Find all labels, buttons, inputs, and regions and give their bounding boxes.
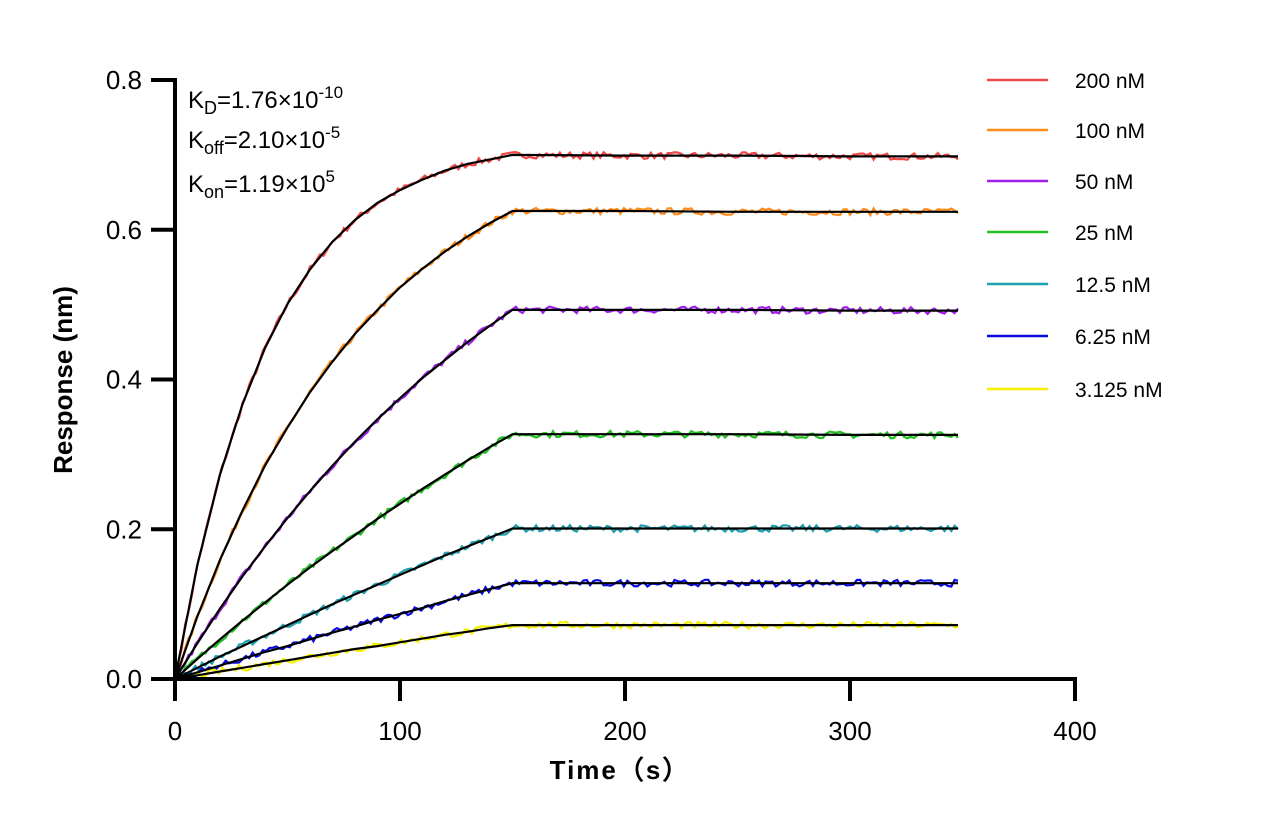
measured-curve-100nM: [173, 206, 959, 680]
legend-label: 100 nM: [1075, 120, 1145, 143]
legend-item: 25 nM: [987, 222, 1133, 245]
y-tick-label: 0.4: [106, 365, 142, 395]
legend-item: 12.5 nM: [987, 274, 1151, 297]
x-tick-label: 0: [168, 716, 182, 746]
fit-curve-12.5nM: [174, 527, 958, 680]
annotation-kD: KD=1.76×10-10: [188, 83, 343, 118]
annotation-koff: Koff=2.10×10-5: [188, 123, 340, 158]
fit-curve-100nM: [173, 209, 958, 680]
y-tick-label: 0.2: [106, 514, 142, 544]
y-tick-label: 0.0: [106, 664, 142, 694]
x-tick-label: 300: [828, 716, 871, 746]
measured-curve-12.5nM: [174, 523, 959, 680]
legend: 200 nM 100 nM 50 nM 25 nM 12.5 nM 6.25 nM 3.12…: [987, 70, 1163, 402]
fit-curve-3.125nM: [174, 623, 958, 681]
fit-curve-25nM: [174, 433, 958, 680]
legend-item: 6.25 nM: [987, 326, 1151, 349]
legend-label: 50 nM: [1075, 171, 1133, 194]
legend-item: 50 nM: [987, 171, 1133, 194]
legend-label: 6.25 nM: [1075, 326, 1151, 349]
measured-curve-25nM: [174, 428, 959, 680]
legend-label: 3.125 nM: [1075, 379, 1163, 402]
fit-curve-6.25nM: [174, 582, 958, 681]
x-tick-label: 100: [378, 716, 421, 746]
ticks: 0 100 200 300 400 0.0 0.2 0.4 0.6 0.8: [106, 65, 1097, 746]
fit-curve-200nM: [173, 153, 958, 680]
x-axis-title: Time（s）: [550, 755, 691, 785]
annotation-kon: Kon=1.19×105: [188, 167, 335, 202]
measured-curve-6.25nM: [174, 578, 959, 681]
legend-item: 200 nM: [987, 70, 1145, 93]
kinetic-constants: KD=1.76×10-10 Koff=2.10×10-5 Kon=1.19×105: [188, 83, 343, 202]
y-tick-label: 0.8: [106, 65, 142, 95]
x-tick-label: 400: [1053, 716, 1096, 746]
legend-item: 3.125 nM: [987, 379, 1163, 402]
legend-label: 200 nM: [1075, 70, 1145, 93]
y-tick-label: 0.6: [106, 215, 142, 245]
fit-curve-50nM: [174, 308, 958, 680]
legend-item: 100 nM: [987, 120, 1145, 143]
y-axis-title: Response (nm): [48, 286, 78, 474]
x-tick-label: 200: [603, 716, 646, 746]
plot-area: [173, 150, 959, 681]
axes: [173, 78, 1077, 681]
legend-label: 12.5 nM: [1075, 274, 1151, 297]
measured-curve-200nM: [173, 150, 959, 680]
legend-label: 25 nM: [1075, 222, 1133, 245]
measured-curve-3.125nM: [174, 620, 959, 681]
